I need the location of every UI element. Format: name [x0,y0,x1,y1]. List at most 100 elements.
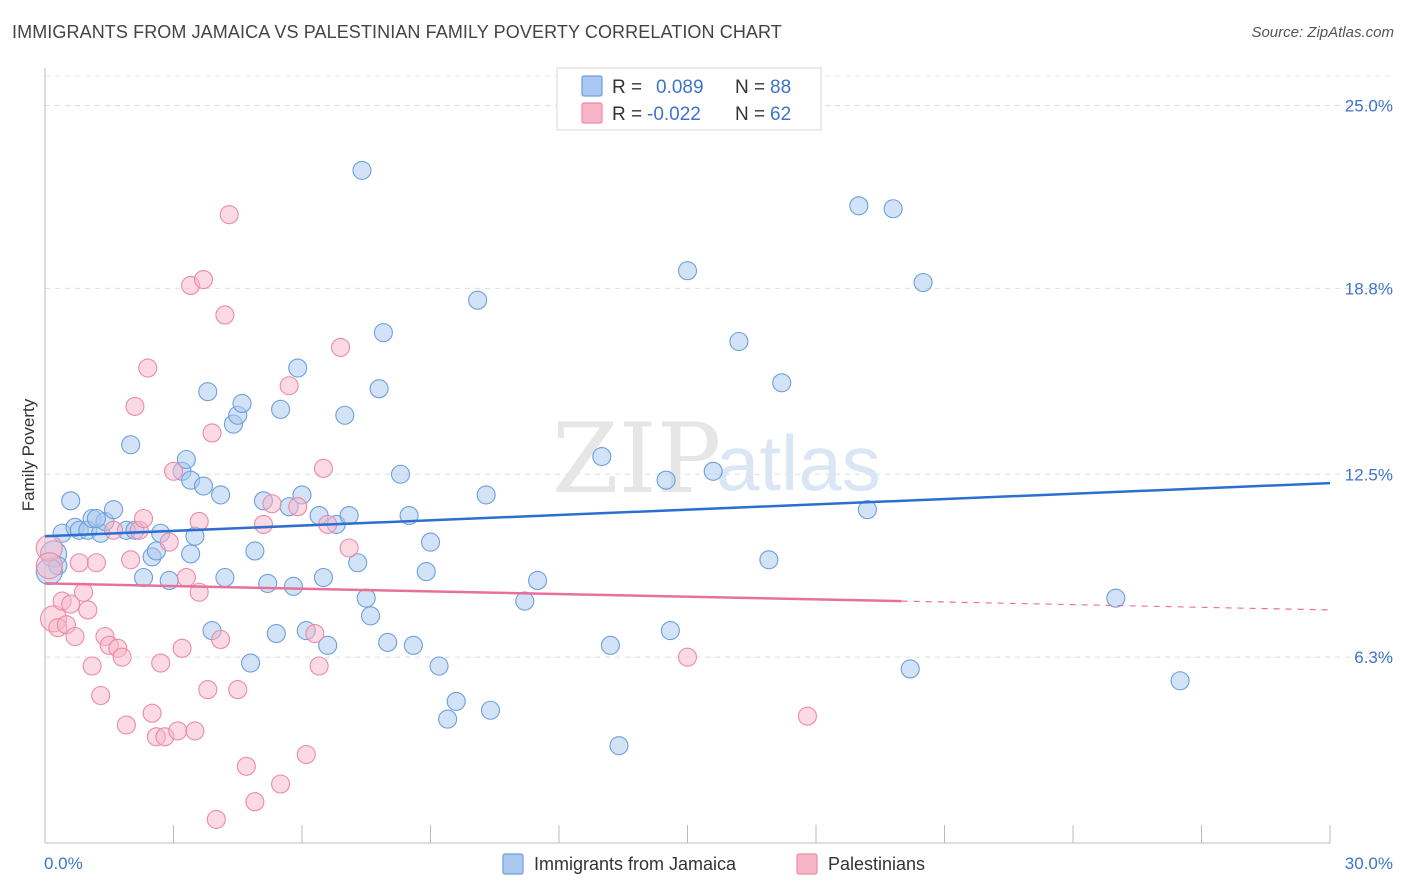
point-jamaica [515,591,535,611]
point-jamaica [480,700,501,720]
legend-swatch-jamaica [581,75,603,97]
point-palestinians [339,538,359,558]
point-jamaica [266,623,286,644]
point-jamaica [215,567,235,588]
point-jamaica [283,576,303,596]
point-jamaica [232,393,252,414]
legend-swatch-palestinians [581,102,603,124]
point-palestinians [133,508,154,529]
point-jamaica [1106,588,1126,608]
trend-line-jamaica [44,481,1331,538]
point-palestinians [74,582,94,602]
point-jamaica [198,382,218,402]
point-palestinians [168,721,188,741]
point-palestinians [206,809,226,829]
legend: R = 0.089 N = 88 R = -0.022 N = 62 [556,67,822,131]
point-palestinians [103,520,124,540]
point-palestinians [35,552,63,580]
chart-source: Source: ZipAtlas.com [1251,24,1394,41]
legend-n-value-jamaica: 88 [770,77,791,98]
legend-n-value-palestinians: 62 [770,104,791,125]
point-palestinians [198,680,218,700]
point-jamaica [258,573,278,593]
y-tick-label: 18.8% [1345,279,1393,298]
point-jamaica [476,485,496,505]
point-jamaica [438,709,458,729]
point-jamaica [193,476,214,496]
point-jamaica [133,567,154,588]
point-jamaica [913,272,933,293]
point-jamaica [245,541,265,561]
point-palestinians [219,205,239,225]
legend-r-value-jamaica: 0.089 [656,77,704,98]
grid-lines [45,75,1392,658]
point-jamaica [211,485,231,505]
point-palestinians [309,656,329,676]
x-tick-label: 30.0% [1345,854,1393,873]
point-palestinians [125,396,145,416]
legend-r-label-jamaica: R = [612,77,642,98]
point-jamaica [528,570,548,591]
point-palestinians [82,656,102,676]
point-palestinians [288,497,308,517]
point-jamaica [271,399,291,419]
point-palestinians [330,337,351,357]
point-palestinians [172,638,192,658]
point-jamaica [772,373,792,393]
point-jamaica [348,553,368,573]
point-palestinians [211,629,231,650]
point-jamaica [176,449,196,470]
point-palestinians [253,514,274,534]
point-palestinians [296,744,316,765]
point-palestinians [185,721,205,741]
legend-n-label-jamaica: N = [735,77,765,98]
point-palestinians [215,305,235,325]
point-jamaica [468,290,488,310]
series-legend-swatch-jamaica [502,853,524,875]
point-palestinians [65,626,85,647]
point-jamaica [318,635,338,655]
point-jamaica [86,508,106,529]
point-jamaica [849,196,869,216]
point-jamaica [360,606,381,626]
point-jamaica [592,446,612,467]
point-jamaica [1170,671,1190,691]
point-palestinians [116,715,136,735]
point-jamaica [883,199,903,219]
point-jamaica [446,691,466,711]
trend-line-palestinians [44,582,902,603]
chart-title: IMMIGRANTS FROM JAMAICA VS PALESTINIAN F… [12,22,782,42]
point-palestinians [61,594,81,614]
point-palestinians [159,532,179,552]
series-legend-label-palestinians: Palestinians [828,854,925,874]
point-palestinians [228,680,248,700]
series-legend: Immigrants from Jamaica Palestinians [502,853,925,875]
point-palestinians [112,647,132,667]
series-legend-swatch-palestinians [796,853,818,875]
point-jamaica [759,550,779,570]
point-jamaica [103,500,124,520]
point-palestinians [121,550,141,570]
data-points [35,160,1190,829]
point-palestinians [262,494,282,514]
point-jamaica [335,405,355,425]
point-palestinians [138,358,158,378]
point-jamaica [857,500,877,520]
point-palestinians [78,600,98,620]
point-palestinians [236,756,256,776]
legend-r-value-palestinians: -0.022 [647,104,701,125]
point-jamaica [656,470,676,490]
point-palestinians [176,567,196,588]
point-palestinians [313,458,333,478]
point-jamaica [352,160,372,180]
point-jamaica [339,505,359,526]
point-jamaica [729,331,749,352]
point-jamaica [390,464,411,484]
point-jamaica [369,379,389,399]
point-palestinians [193,269,214,290]
point-jamaica [677,261,698,281]
x-tick-labels: 0.0% 30.0% [44,854,1393,873]
point-jamaica [241,653,261,673]
watermark-atlas: atlas [716,419,881,507]
